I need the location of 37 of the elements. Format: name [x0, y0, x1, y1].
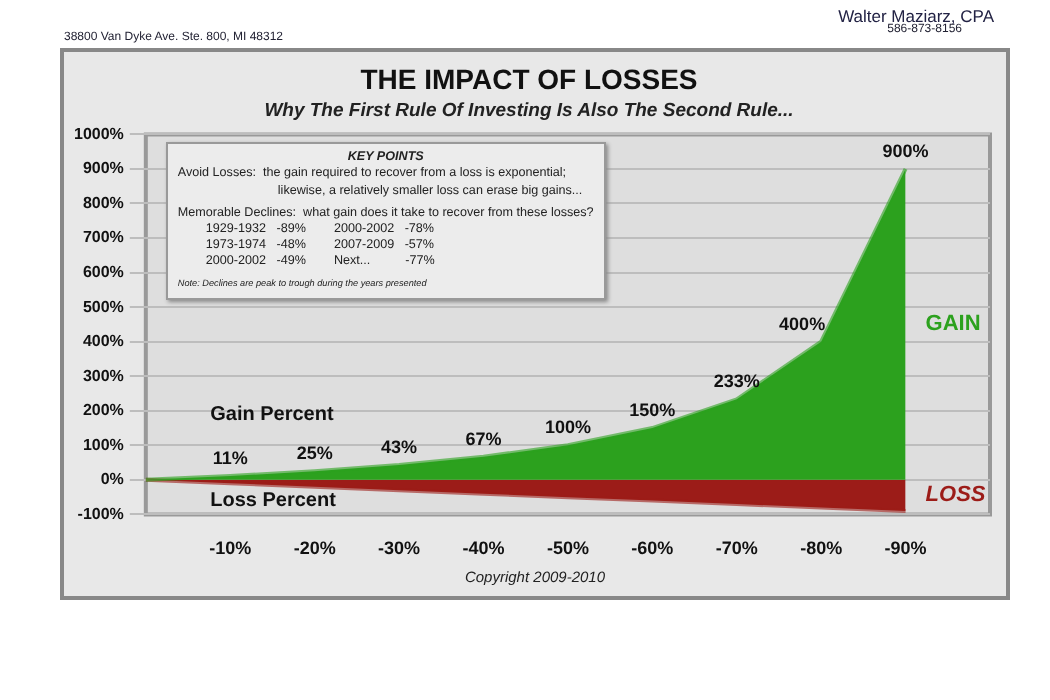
x-tick-label: -30% — [378, 538, 421, 559]
y-tick-label: 600% — [82, 262, 124, 281]
data-label: 43% — [381, 436, 418, 457]
y-tick-label: 1000% — [73, 124, 124, 143]
data-label: 233% — [713, 371, 760, 392]
y-tick-label: 900% — [82, 159, 124, 178]
x-tick-label: -70% — [715, 538, 758, 559]
series-label: GAIN — [925, 312, 981, 337]
y-tick-label: 700% — [82, 228, 124, 247]
y-tick-label: 800% — [82, 193, 124, 212]
y-tick-label: 500% — [82, 297, 124, 316]
y-tick-label: 400% — [82, 332, 124, 351]
data-label: 25% — [296, 443, 333, 464]
annotation: Gain Percent — [210, 404, 335, 427]
x-tick-label: -50% — [546, 538, 589, 559]
annotation: Loss Percent — [210, 490, 338, 513]
y-tick-label: 200% — [82, 401, 124, 420]
x-tick-label: -80% — [800, 538, 843, 559]
series-label: LOSS — [925, 483, 987, 508]
data-label: 100% — [544, 417, 591, 438]
x-tick-label: -90% — [884, 538, 927, 559]
x-tick-label: -40% — [462, 538, 505, 559]
x-tick-label: -20% — [293, 538, 336, 559]
data-label: 67% — [465, 428, 502, 449]
y-tick-label: -100% — [77, 504, 124, 523]
data-label: 150% — [629, 400, 676, 421]
text: Walter Maziarz, CPA — [838, 6, 994, 26]
y-tick-label: 300% — [82, 366, 124, 385]
y-tick-label: 0% — [100, 470, 124, 489]
chart-title: THE IMPACT OF LOSSES — [360, 62, 698, 95]
chart-subtitle: Why The First Rule Of Investing Is Also The Second Rule... — [264, 100, 794, 123]
y-tick-label: 100% — [82, 435, 124, 454]
data-label: 11% — [212, 448, 248, 469]
x-tick-label: -60% — [631, 538, 674, 559]
data-label: 400% — [779, 313, 826, 334]
x-tick-label: -10% — [209, 538, 252, 559]
data-label: 900% — [882, 140, 929, 161]
